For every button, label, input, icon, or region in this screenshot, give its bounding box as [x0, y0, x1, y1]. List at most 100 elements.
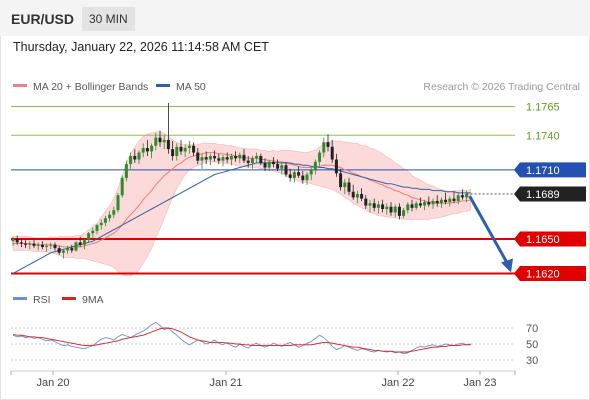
- legend-label-rsi-ma: 9MA: [82, 294, 104, 306]
- projection-arrowhead: [501, 258, 513, 272]
- candle-body: [381, 204, 384, 209]
- candle-body: [276, 164, 279, 169]
- candle-body: [49, 245, 52, 246]
- candle-body: [171, 149, 174, 156]
- candle-body: [293, 172, 296, 178]
- legend-label-bollinger: MA 20 + Bollinger Bands: [33, 81, 148, 93]
- candle-body: [142, 148, 145, 153]
- candle-body: [398, 207, 401, 216]
- candle-body: [465, 194, 468, 197]
- candle-body: [255, 156, 258, 158]
- candle-body: [209, 156, 212, 159]
- candle-body: [91, 231, 94, 233]
- level-label: 1.1740: [526, 130, 560, 142]
- level-label: 1.1689: [526, 189, 560, 201]
- candle-body: [192, 146, 195, 153]
- candle-body: [297, 172, 300, 175]
- level-label: 1.1710: [526, 165, 560, 177]
- candle-body: [37, 245, 40, 246]
- candle-body: [184, 148, 187, 151]
- candle-body: [427, 202, 430, 204]
- candle-body: [352, 192, 355, 198]
- candle-body: [453, 199, 456, 201]
- legend-swatch-rsi-ma: [62, 297, 76, 300]
- candle-body: [226, 157, 229, 159]
- candle-body: [448, 199, 451, 202]
- rsi-level-label: 30: [526, 355, 538, 367]
- candle-body: [20, 242, 23, 243]
- candle-body: [331, 147, 334, 160]
- bollinger-band: [13, 132, 471, 276]
- candle-body: [268, 162, 271, 168]
- candle-body: [251, 158, 254, 163]
- candle-body: [444, 200, 447, 202]
- candle-body: [205, 157, 208, 159]
- candle-body: [62, 250, 65, 252]
- candle-body: [247, 161, 250, 163]
- candle-body: [364, 199, 367, 206]
- candle-body: [322, 142, 325, 152]
- candle-body: [411, 204, 414, 207]
- candle-body: [96, 225, 99, 231]
- candle-body: [432, 201, 435, 204]
- level-label: 1.1620: [526, 268, 560, 280]
- candle-body: [343, 183, 346, 188]
- candle-body: [440, 200, 443, 203]
- candle-body: [423, 202, 426, 205]
- candle-body: [234, 156, 237, 158]
- candle-body: [163, 140, 166, 142]
- candle-body: [188, 146, 191, 148]
- candle-body: [306, 174, 309, 180]
- candle-body: [133, 156, 136, 159]
- candle-body: [348, 183, 351, 192]
- candle-body: [201, 157, 204, 160]
- candle-body: [406, 204, 409, 210]
- candle-body: [301, 176, 304, 181]
- candle-body: [415, 203, 418, 208]
- candle-body: [129, 156, 132, 164]
- candle-body: [394, 207, 397, 213]
- candle-body: [196, 153, 199, 161]
- candle-body: [175, 147, 178, 156]
- projection-arrow: [470, 196, 508, 264]
- candle-body: [108, 215, 111, 218]
- candle-body: [369, 203, 372, 205]
- candle-body: [16, 239, 19, 242]
- candle-body: [222, 157, 225, 160]
- candle-body: [318, 153, 321, 162]
- candle-body: [12, 239, 15, 241]
- candle-body: [327, 142, 330, 147]
- candle-body: [310, 170, 313, 175]
- candle-body: [217, 158, 220, 160]
- candle-body: [104, 218, 107, 223]
- candle-body: [385, 207, 388, 209]
- candle-body: [238, 155, 241, 158]
- candle-body: [117, 195, 120, 210]
- candle-body: [54, 245, 57, 248]
- candle-body: [461, 195, 464, 197]
- candle-body: [125, 164, 128, 178]
- candle-body: [272, 162, 275, 164]
- legend-swatch-rsi: [13, 297, 27, 300]
- candle-body: [159, 138, 162, 143]
- legend-label-ma50: MA 50: [176, 81, 206, 93]
- candle-body: [339, 173, 342, 187]
- candle-body: [87, 233, 90, 240]
- rsi-level-label: 70: [526, 323, 538, 335]
- candle-body: [75, 242, 78, 250]
- candle-body: [150, 146, 153, 152]
- copyright-text: Research © 2026 Trading Central: [423, 81, 580, 93]
- candle-body: [66, 248, 69, 250]
- candle-body: [377, 204, 380, 207]
- candle-body: [180, 147, 183, 152]
- x-tick-label: Jan 21: [209, 377, 242, 389]
- candle-body: [402, 210, 405, 216]
- candle-body: [335, 159, 338, 173]
- candle-body: [24, 244, 27, 245]
- candle-body: [58, 248, 61, 253]
- candle-body: [33, 244, 36, 246]
- candle-body: [213, 156, 216, 158]
- rsi-line: [13, 322, 471, 353]
- candle-body: [79, 242, 82, 244]
